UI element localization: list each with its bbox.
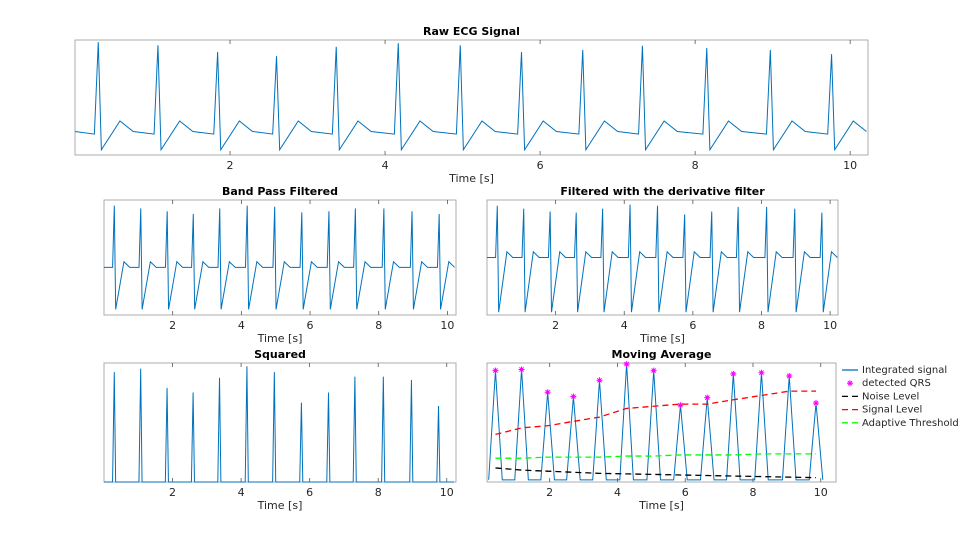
qrs-marker <box>518 366 525 373</box>
x-tick-label: 6 <box>682 486 689 499</box>
series-line <box>495 467 817 479</box>
qrs-marker <box>492 367 499 374</box>
x-tick-label: 2 <box>169 319 176 332</box>
x-tick-label: 10 <box>814 486 828 499</box>
legend-label: Integrated signal <box>862 365 947 376</box>
x-axis-label: Time [s] <box>638 499 684 512</box>
signal-line <box>104 366 454 483</box>
axes-box <box>74 39 869 156</box>
x-tick-label: 6 <box>306 486 313 499</box>
x-axis-label: Time [s] <box>257 499 303 512</box>
chart-title: Band Pass Filtered <box>222 185 338 198</box>
qrs-marker <box>650 367 657 374</box>
x-tick-label: 4 <box>382 159 389 172</box>
qrs-marker <box>623 361 630 368</box>
axes-box <box>103 199 457 316</box>
qrs-marker <box>758 369 765 376</box>
legend-label: Noise Level <box>862 391 919 402</box>
chart-title: Squared <box>254 348 306 361</box>
qrs-marker <box>786 372 793 379</box>
legend-label: Adaptive Threshold <box>862 418 959 429</box>
legend-label: Signal Level <box>862 405 922 416</box>
chart-title: Raw ECG Signal <box>423 25 520 38</box>
series-line <box>495 453 817 459</box>
signal-line <box>74 42 867 152</box>
x-axis-label: Time [s] <box>448 172 494 185</box>
x-tick-label: 2 <box>227 159 234 172</box>
x-tick-label: 8 <box>758 319 765 332</box>
signal-line <box>104 205 455 310</box>
x-tick-label: 10 <box>843 159 857 172</box>
x-tick-label: 8 <box>375 486 382 499</box>
legend-swatch <box>847 380 853 387</box>
x-axis-label: Time [s] <box>257 332 303 345</box>
x-tick-label: 4 <box>621 319 628 332</box>
x-tick-label: 6 <box>307 319 314 332</box>
x-tick-label: 4 <box>614 486 621 499</box>
qrs-marker <box>704 394 711 401</box>
qrs-marker <box>677 402 684 409</box>
x-tick-label: 6 <box>689 319 696 332</box>
signal-line <box>487 204 838 313</box>
x-tick-label: 8 <box>692 159 699 172</box>
qrs-marker <box>570 393 577 400</box>
axes-box <box>103 362 457 483</box>
x-tick-label: 10 <box>823 319 837 332</box>
chart-title: Moving Average <box>612 348 712 361</box>
x-axis-label: Time [s] <box>639 332 685 345</box>
qrs-marker <box>730 370 737 377</box>
chart-title: Filtered with the derivative filter <box>560 185 765 198</box>
legend-label: detected QRS <box>862 378 931 389</box>
x-tick-label: 2 <box>552 319 559 332</box>
qrs-marker <box>544 389 551 396</box>
x-tick-label: 8 <box>375 319 382 332</box>
qrs-marker <box>596 377 603 384</box>
x-tick-label: 2 <box>169 486 176 499</box>
x-tick-label: 2 <box>546 486 553 499</box>
x-tick-label: 6 <box>537 159 544 172</box>
series-line <box>495 390 817 436</box>
x-tick-label: 10 <box>440 319 454 332</box>
x-tick-label: 4 <box>238 319 245 332</box>
x-tick-label: 10 <box>440 486 454 499</box>
x-tick-label: 4 <box>238 486 245 499</box>
x-tick-label: 8 <box>749 486 756 499</box>
qrs-marker <box>813 400 820 407</box>
